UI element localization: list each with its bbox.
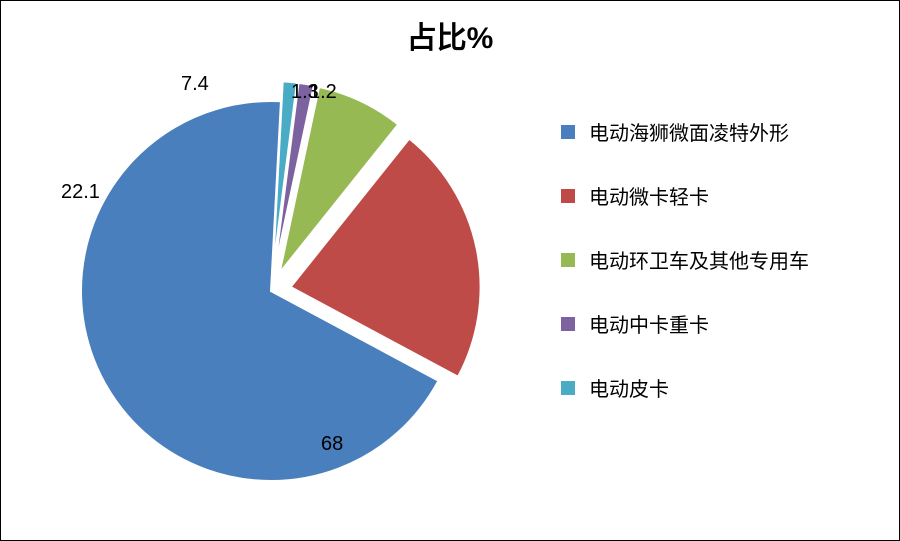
slice-data-label: 1.2 xyxy=(309,81,337,104)
legend-item: 电动环卫车及其他专用车 xyxy=(561,249,881,275)
legend: 电动海狮微面凌特外形电动微卡轻卡电动环卫车及其他专用车电动中卡重卡电动皮卡 xyxy=(561,121,881,441)
legend-item: 电动皮卡 xyxy=(561,377,881,403)
legend-label: 电动环卫车及其他专用车 xyxy=(589,249,809,275)
legend-item: 电动微卡轻卡 xyxy=(561,185,881,211)
slice-data-label: 68 xyxy=(321,433,343,456)
pie-chart xyxy=(41,61,501,521)
legend-label: 电动海狮微面凌特外形 xyxy=(589,121,789,147)
legend-label: 电动皮卡 xyxy=(589,377,669,403)
legend-label: 电动中卡重卡 xyxy=(589,313,709,339)
chart-title: 占比% xyxy=(1,13,899,57)
legend-label: 电动微卡轻卡 xyxy=(589,185,709,211)
slice-data-label: 7.4 xyxy=(181,73,209,96)
legend-item: 电动中卡重卡 xyxy=(561,313,881,339)
legend-swatch xyxy=(561,125,575,139)
slice-data-label: 22.1 xyxy=(61,181,100,204)
legend-swatch xyxy=(561,189,575,203)
legend-swatch xyxy=(561,317,575,331)
legend-item: 电动海狮微面凌特外形 xyxy=(561,121,881,147)
legend-swatch xyxy=(561,381,575,395)
legend-swatch xyxy=(561,253,575,267)
